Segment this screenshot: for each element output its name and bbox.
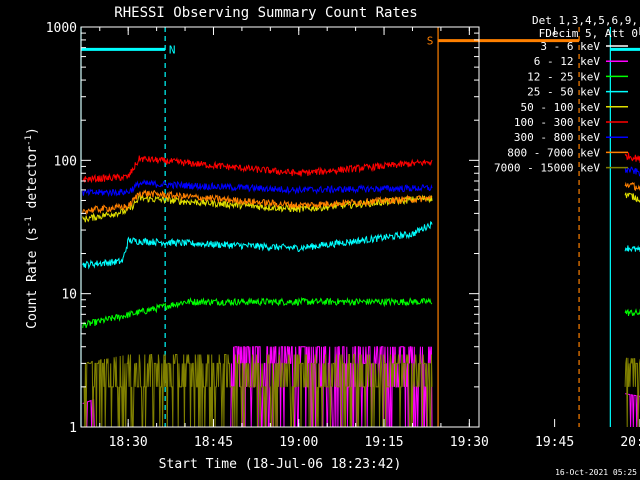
timestamp: 16-Oct-2021 05:25 (555, 468, 637, 477)
legend-header: Det 1,3,4,5,6,9, (532, 14, 638, 27)
series-line (82, 220, 433, 270)
legend-entry-label: 7000 - 15000 keV (494, 162, 600, 175)
y-axis-label-superscript: -1 (24, 135, 34, 146)
y-axis-label: Count Rate (s-1 detector-1) (24, 127, 40, 329)
legend-entry-label: 12 - 25 keV (527, 70, 600, 83)
legend-entry-label: 25 - 50 keV (527, 86, 600, 99)
y-tick-label: 10 (61, 288, 77, 303)
series-line (624, 357, 640, 428)
x-axis-label: Start Time (18-Jul-06 18:23:42) (159, 457, 402, 472)
legend-entry-label: 3 - 6 keV (540, 40, 600, 53)
y-tick-label: 1000 (46, 21, 77, 36)
x-tick-label: 19:45 (535, 435, 574, 450)
series-line (82, 189, 433, 216)
plot-frame (80, 26, 480, 428)
x-tick-label: 19:30 (450, 435, 489, 450)
series-line (624, 152, 640, 163)
flag-label: S (427, 35, 434, 48)
y-tick-label: 100 (54, 154, 77, 169)
axes: 18:30 18:45 19:00 19:15 19:30 19:45 20:00 1 10 10… (46, 21, 640, 450)
series-line (82, 179, 433, 197)
x-tick-label: 20:00 (620, 435, 640, 450)
chart-title: RHESSI Observing Summary Count Rates (114, 5, 417, 21)
x-tick-label: 19:00 (279, 435, 318, 450)
legend-entry-label: 50 - 100 keV (521, 101, 601, 114)
y-axis-label-superscript: -1 (24, 216, 34, 227)
y-axis-label-part: Count Rate (s (25, 227, 40, 329)
legend-header: FDecim 5, Att 0 (539, 27, 638, 40)
legend-entry-label: 800 - 7000 keV (507, 146, 600, 159)
series-line (624, 181, 640, 192)
x-tick-label: 18:45 (194, 435, 233, 450)
x-tick-label: 19:15 (364, 435, 403, 450)
series-line (625, 393, 640, 428)
flag-label: N (169, 43, 176, 56)
y-axis-label-part: ) (25, 127, 40, 135)
legend: Det 1,3,4,5,6,9,FDecim 5, Att 03 - 6 keV… (494, 14, 638, 175)
legend-entry-label: 100 - 300 keV (514, 116, 600, 129)
series-line (624, 308, 640, 317)
y-axis-label-part: detector (25, 146, 40, 217)
series-line (82, 155, 433, 184)
y-tick-label: 1 (69, 421, 77, 436)
series-line (82, 296, 433, 329)
x-tick-label: 18:30 (109, 435, 148, 450)
series-line (624, 245, 640, 253)
series-line (624, 166, 640, 177)
series-line (624, 192, 640, 203)
legend-entry-label: 300 - 800 keV (514, 131, 600, 144)
legend-entry-label: 6 - 12 keV (534, 55, 601, 68)
